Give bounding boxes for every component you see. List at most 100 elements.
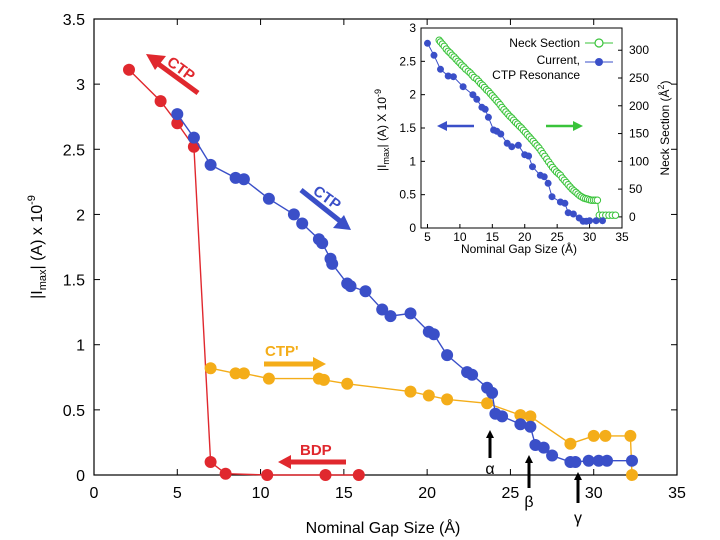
- main-x-axis-label: Nominal Gap Size (Å): [306, 518, 461, 537]
- main-series: [123, 63, 638, 481]
- series-ctp-prime: [204, 362, 638, 481]
- annotation-ctp-prime: CTP': [264, 343, 326, 371]
- annotation-ctp-blue: CTP: [299, 182, 351, 230]
- inset-point-current: [529, 163, 536, 171]
- data-point-ctp-prime: [564, 437, 577, 450]
- inset-right-label-pre: Neck Section (Å: [657, 89, 672, 175]
- data-point-ctp: [569, 456, 582, 468]
- main-y-label-mid: | (A) x 10: [29, 205, 46, 270]
- inset-point-current: [586, 217, 594, 225]
- ctp-prime-label: CTP': [265, 343, 299, 360]
- data-point-ctp-prime: [404, 385, 417, 398]
- data-point-ctp: [187, 131, 200, 144]
- data-point-ctp: [316, 237, 329, 250]
- data-point-ctp: [582, 454, 595, 467]
- series-line-bdp: [128, 69, 359, 476]
- annotation-ctp-red: CTP: [146, 53, 200, 96]
- inset-point-current: [497, 130, 505, 138]
- data-point-ctp: [592, 454, 605, 467]
- y-tick-label: 2: [76, 207, 85, 224]
- ctp-blue-arrowhead: [333, 215, 351, 230]
- data-point-ctp-prime: [481, 397, 494, 410]
- data-point-ctp: [237, 173, 250, 186]
- data-point-ctp-prime: [441, 393, 454, 406]
- inset-left-y-tick-label: 0: [409, 221, 416, 235]
- data-point-ctp-prime: [626, 469, 638, 481]
- data-point-bdp: [204, 456, 217, 468]
- legend-marker-neck-section: [594, 38, 604, 48]
- inset-left-y-tick-label: 2: [409, 88, 416, 102]
- bdp-arrowhead: [278, 455, 291, 469]
- inset-left-y-tick-label: 2.5: [399, 54, 416, 68]
- inset-point-current: [569, 210, 577, 218]
- inset-right-y-tick-label: 50: [629, 182, 643, 196]
- annotation-gamma: γ: [574, 472, 582, 527]
- inset-left-y-axis-label: |Imax| (A) X 10-9: [373, 89, 391, 171]
- series-ctp: [171, 108, 638, 468]
- inset-right-y-tick-label: 100: [629, 154, 649, 168]
- data-point-ctp: [514, 418, 527, 431]
- data-point-ctp: [441, 349, 454, 362]
- data-point-ctp: [171, 108, 184, 121]
- inset-point-current: [473, 95, 481, 103]
- data-point-ctp: [287, 208, 300, 221]
- data-point-ctp-prime: [514, 409, 527, 422]
- data-point-ctp: [359, 285, 372, 298]
- data-point-ctp: [546, 449, 559, 462]
- data-point-ctp-prime: [341, 377, 354, 390]
- ctp-red-arrowhead: [146, 54, 166, 70]
- data-point-ctp: [496, 410, 509, 423]
- inset-point-current: [548, 193, 556, 201]
- data-point-ctp: [376, 303, 389, 316]
- main-y-label-sub: max: [37, 269, 49, 290]
- ctp-red-arrow: [155, 60, 200, 96]
- inset-right-y-tick-label: 250: [629, 71, 649, 85]
- data-point-ctp-prime: [422, 389, 435, 402]
- data-point-ctp-prime: [262, 372, 275, 385]
- data-point-ctp: [537, 441, 550, 454]
- data-point-ctp-prime: [524, 410, 537, 423]
- data-point-ctp-prime: [237, 367, 250, 380]
- data-point-bdp: [352, 469, 365, 481]
- data-point-ctp: [427, 328, 440, 341]
- data-point-ctp-prime: [204, 362, 217, 375]
- inset-left-axis-arrowhead: [437, 121, 447, 131]
- y-tick-label: 1.5: [63, 273, 85, 290]
- data-point-ctp: [466, 368, 479, 381]
- data-point-ctp: [326, 257, 339, 270]
- inset-right-label-sup: 2: [656, 84, 666, 89]
- ctp-prime-arrowhead: [313, 357, 326, 371]
- inset-series-neck-section: [435, 36, 620, 219]
- data-point-ctp: [524, 420, 537, 433]
- inset-point-current: [484, 113, 492, 121]
- data-point-bdp: [123, 63, 135, 76]
- inset-point-current: [481, 105, 489, 113]
- annotation-bdp: BDP: [278, 442, 346, 469]
- inset-right-y-tick-label: 200: [629, 99, 649, 113]
- annotation-alpha: α: [485, 430, 495, 478]
- data-point-bdp: [219, 467, 232, 480]
- inset-x-tick-label: 5: [424, 230, 431, 244]
- inset-x-tick-label: 20: [518, 230, 532, 244]
- x-tick-label: 15: [335, 485, 353, 502]
- main-plot-frame: [93, 18, 678, 476]
- inset-point-current: [469, 91, 477, 99]
- beta-label: β: [524, 494, 533, 511]
- inset-series-current: [424, 39, 606, 225]
- data-point-bdp: [319, 469, 332, 481]
- main-y-label-sup: -9: [26, 195, 38, 205]
- data-point-ctp: [204, 158, 217, 171]
- data-point-ctp: [384, 310, 397, 323]
- data-point-ctp-prime: [587, 429, 600, 442]
- inset-x-tick-label: 10: [453, 230, 467, 244]
- main-axes: [93, 18, 678, 476]
- data-point-ctp-prime: [229, 367, 242, 380]
- inset-line-current: [427, 43, 603, 222]
- inset-left-label-mid: | (A) X 10: [375, 97, 389, 148]
- legend-marker-current: [595, 58, 603, 66]
- inset-point-current: [592, 217, 600, 225]
- inset-point-current: [540, 173, 548, 181]
- main-y-axis-label: |Imax| (A) x 10-9: [26, 195, 49, 299]
